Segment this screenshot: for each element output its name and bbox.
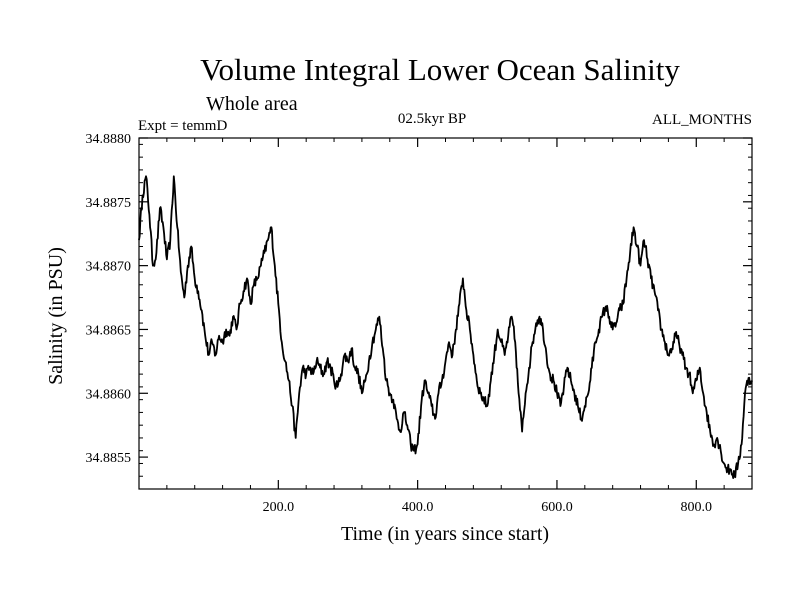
x-axis-ticks: 200.0 400.0 600.0 800.0 bbox=[166, 138, 725, 515]
y-tick-label: 34.8880 bbox=[86, 132, 132, 147]
x-tick-label: 800.0 bbox=[681, 500, 713, 515]
y-tick-label: 34.8870 bbox=[86, 260, 132, 275]
chart-subtitle: Whole area bbox=[206, 93, 298, 115]
x-tick-label: 400.0 bbox=[402, 500, 434, 515]
period-label: 02.5kyr BP bbox=[398, 111, 466, 127]
months-label: ALL_MONTHS bbox=[652, 112, 752, 128]
chart-title: Volume Integral Lower Ocean Salinity bbox=[200, 52, 680, 87]
experiment-label: Expt = temmD bbox=[138, 118, 227, 134]
y-tick-label: 34.8855 bbox=[86, 451, 132, 466]
x-axis-label: Time (in years since start) bbox=[341, 523, 549, 545]
plot-frame bbox=[138, 137, 753, 490]
salinity-series-line bbox=[138, 175, 753, 479]
y-tick-label: 34.8875 bbox=[86, 196, 132, 211]
x-tick-label: 200.0 bbox=[263, 500, 295, 515]
y-tick-label: 34.8865 bbox=[86, 323, 132, 338]
x-tick-label: 600.0 bbox=[541, 500, 573, 515]
y-tick-label: 34.8860 bbox=[86, 387, 132, 402]
y-axis-label: Salinity (in PSU) bbox=[45, 247, 67, 385]
